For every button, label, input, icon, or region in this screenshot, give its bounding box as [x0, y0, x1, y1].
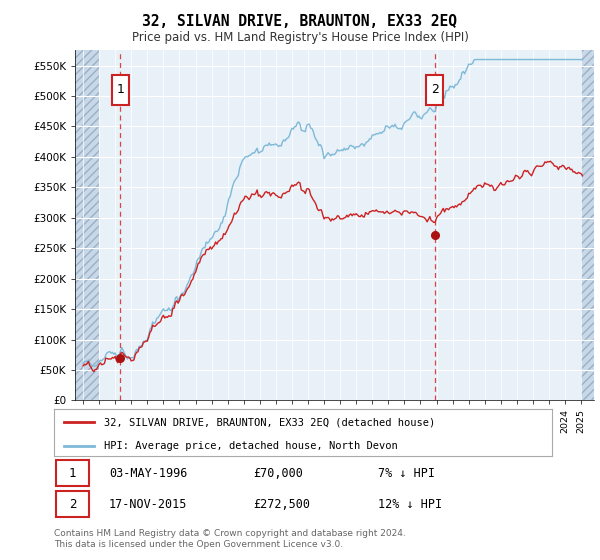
Text: 1: 1: [116, 83, 124, 96]
Text: HPI: Average price, detached house, North Devon: HPI: Average price, detached house, Nort…: [104, 441, 398, 451]
Text: 12% ↓ HPI: 12% ↓ HPI: [378, 497, 442, 511]
FancyBboxPatch shape: [112, 74, 130, 105]
Text: 1: 1: [68, 466, 76, 480]
Bar: [581, 50, 594, 400]
Text: 17-NOV-2015: 17-NOV-2015: [109, 497, 187, 511]
Text: 32, SILVAN DRIVE, BRAUNTON, EX33 2EQ (detached house): 32, SILVAN DRIVE, BRAUNTON, EX33 2EQ (de…: [104, 417, 435, 427]
Text: £272,500: £272,500: [253, 497, 310, 511]
Text: 2: 2: [68, 497, 76, 511]
Text: £70,000: £70,000: [253, 466, 303, 480]
Text: 7% ↓ HPI: 7% ↓ HPI: [378, 466, 434, 480]
FancyBboxPatch shape: [426, 74, 443, 105]
FancyBboxPatch shape: [56, 491, 89, 517]
Text: Contains HM Land Registry data © Crown copyright and database right 2024.
This d: Contains HM Land Registry data © Crown c…: [54, 529, 406, 549]
Text: 2: 2: [431, 83, 439, 96]
Text: 32, SILVAN DRIVE, BRAUNTON, EX33 2EQ: 32, SILVAN DRIVE, BRAUNTON, EX33 2EQ: [143, 14, 458, 29]
FancyBboxPatch shape: [56, 460, 89, 486]
Bar: [75, 50, 99, 400]
Text: 03-MAY-1996: 03-MAY-1996: [109, 466, 187, 480]
Text: Price paid vs. HM Land Registry's House Price Index (HPI): Price paid vs. HM Land Registry's House …: [131, 31, 469, 44]
